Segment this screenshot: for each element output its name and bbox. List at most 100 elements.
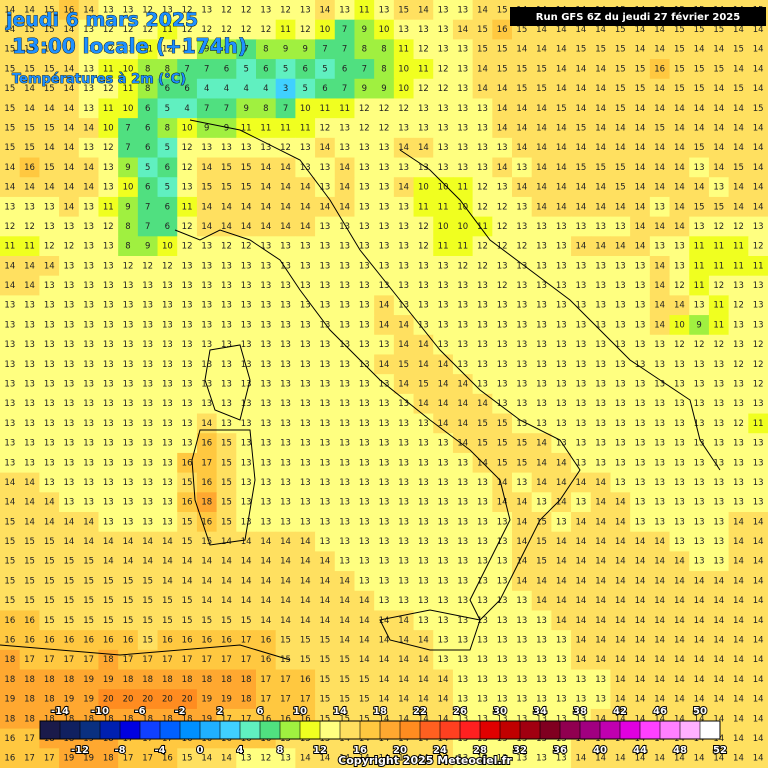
temperature-value: 17 (182, 655, 193, 665)
temperature-value: 13 (398, 399, 409, 409)
temperature-value: 13 (83, 202, 94, 212)
temperature-cell (689, 157, 710, 178)
temperature-value: 14 (379, 301, 390, 311)
temperature-value: 12 (753, 340, 764, 350)
temperature-value: 12 (182, 222, 193, 232)
copyright: Copyright 2025 Meteociel.fr (338, 754, 512, 767)
temperature-value: 13 (635, 301, 646, 311)
temperature-value: 14 (516, 143, 527, 153)
temperature-value: 13 (24, 202, 35, 212)
temperature-value: 12 (379, 124, 390, 134)
temperature-cell (748, 196, 768, 218)
temperature-value: 15 (280, 636, 291, 646)
temperature-cell (374, 177, 395, 198)
legend-swatch (360, 721, 381, 739)
temperature-value: 14 (44, 104, 55, 114)
temperature-value: 20 (182, 695, 193, 705)
temperature-value: 14 (576, 517, 587, 527)
temperature-value: 9 (381, 84, 386, 94)
temperature-cell (177, 0, 198, 21)
temperature-cell (78, 236, 99, 257)
temperature-cell (98, 216, 119, 237)
legend-tick-label: 26 (453, 706, 467, 717)
temperature-cell (590, 59, 611, 80)
temperature-value: 14 (4, 5, 15, 15)
temperature-cell (39, 196, 60, 218)
temperature-value: 14 (654, 222, 665, 232)
temperature-value: 13 (733, 478, 744, 488)
temperature-value: 13 (595, 675, 606, 685)
temperature-value: 12 (182, 143, 193, 153)
temperature-value: 15 (615, 104, 626, 114)
temperature-value: 11 (694, 281, 705, 291)
temperature-value: 14 (4, 163, 15, 173)
legend-swatch (440, 721, 461, 739)
temperature-cell (19, 137, 40, 159)
temperature-value: 13 (103, 380, 114, 390)
temperature-cell (393, 39, 415, 60)
temperature-cell (334, 0, 355, 21)
temperature-cell (492, 39, 513, 60)
temperature-value: 13 (694, 517, 705, 527)
temperature-value: 17 (44, 754, 55, 764)
temperature-value: 13 (44, 320, 55, 330)
temperature-value: 13 (477, 498, 488, 508)
temperature-cell (374, 98, 395, 119)
temperature-value: 13 (457, 340, 468, 350)
temperature-value: 14 (4, 281, 15, 291)
temperature-value: 13 (162, 498, 173, 508)
temperature-cell (59, 216, 80, 237)
temperature-cell (0, 98, 21, 119)
legend-swatch (80, 721, 101, 739)
temperature-cell (452, 137, 474, 159)
temperature-value: 14 (694, 124, 705, 134)
temperature-value: 12 (142, 25, 153, 35)
temperature-value: 13 (83, 261, 94, 271)
temperature-value: 18 (241, 675, 252, 685)
temperature-value: 13 (359, 399, 370, 409)
temperature-value: 10 (123, 183, 134, 193)
temperature-cell (669, 59, 690, 80)
temperature-cell (19, 157, 40, 178)
temperature-cell (78, 98, 99, 119)
temperature-value: 16 (221, 636, 232, 646)
temperature-cell (689, 177, 710, 198)
temperature-cell (689, 98, 710, 119)
legend-swatch (500, 721, 521, 739)
legend-swatch (140, 721, 161, 739)
temperature-value: 14 (260, 202, 271, 212)
temperature-cell (236, 137, 257, 159)
temperature-value: 14 (733, 734, 744, 744)
temperature-value: 17 (300, 695, 311, 705)
temperature-cell (551, 59, 572, 80)
temperature-value: 14 (694, 754, 705, 764)
temperature-value: 13 (320, 281, 331, 291)
temperature-cell (256, 39, 277, 60)
temperature-value: 14 (516, 517, 527, 527)
temperature-value: 13 (260, 380, 271, 390)
temperature-value: 15 (398, 360, 409, 370)
temperature-value: 13 (359, 242, 370, 252)
temperature-value: 14 (103, 557, 114, 567)
temperature-value: 13 (300, 399, 311, 409)
temperature-value: 14 (654, 301, 665, 311)
temperature-value: 14 (536, 183, 547, 193)
temperature-cell (354, 177, 375, 198)
legend-swatch (640, 721, 661, 739)
temperature-cell (551, 98, 572, 119)
temperature-value: 13 (64, 320, 75, 330)
temperature-value: 12 (320, 124, 331, 134)
temperature-value: 13 (497, 557, 508, 567)
temperature-cell (669, 157, 690, 178)
temperature-cell (275, 137, 296, 159)
temperature-value: 16 (260, 636, 271, 646)
temperature-value: 13 (83, 104, 94, 114)
temperature-value: 8 (165, 124, 170, 134)
temperature-cell (492, 157, 513, 178)
temperature-value: 13 (694, 360, 705, 370)
temperature-value: 14 (556, 537, 567, 547)
temperature-value: 13 (753, 498, 764, 508)
temperature-value: 13 (359, 380, 370, 390)
temperature-cell (78, 19, 99, 40)
temperature-value: 14 (556, 557, 567, 567)
